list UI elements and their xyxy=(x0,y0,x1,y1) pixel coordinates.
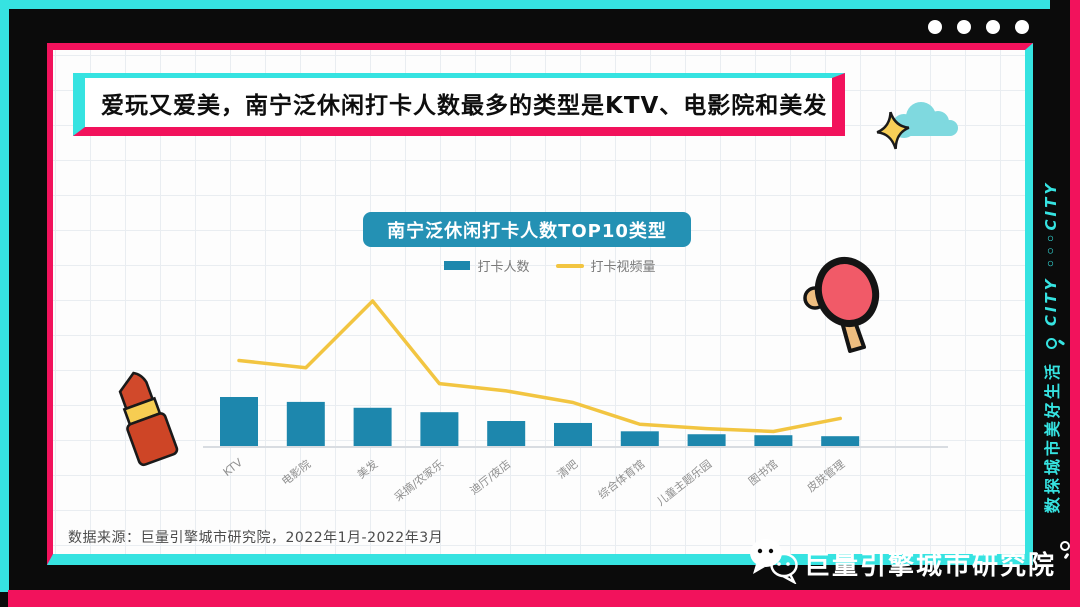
line-swatch-icon xyxy=(555,263,584,268)
magnifier-icon xyxy=(1060,541,1071,551)
chart-title-badge: 南宁泛休闲打卡人数TOP10类型 xyxy=(363,212,691,247)
page-title: 爱玩又爱美，南宁泛休闲打卡人数最多的类型是KTV、电影院和美发 xyxy=(101,92,828,119)
logo-text: 巨量引擎城市研究院 xyxy=(804,551,1057,581)
brand-logo: 巨量引擎城市研究院 xyxy=(746,536,1071,584)
strip-text-cn: 数探城市美好生活 xyxy=(1043,361,1062,514)
chart-bar xyxy=(286,401,325,446)
chart-legend: 打卡人数 打卡视频量 xyxy=(390,256,710,275)
magnifier-icon xyxy=(1045,338,1057,350)
window-dots xyxy=(928,20,1029,34)
chart-bar xyxy=(754,435,793,446)
chart-line xyxy=(237,299,842,434)
chart-bar xyxy=(620,431,659,446)
window-dot xyxy=(957,20,971,34)
lipstick-icon xyxy=(118,371,179,467)
frame-stripe-bottom xyxy=(8,590,1080,607)
chart-bar xyxy=(487,421,526,446)
legend-label: 打卡视频量 xyxy=(590,260,656,275)
chart-bar xyxy=(687,434,726,446)
frame-stripe-right xyxy=(1070,0,1080,607)
legend-item-bar: 打卡人数 xyxy=(444,256,530,275)
chart-bar xyxy=(821,436,860,446)
cloud-icon xyxy=(892,102,958,138)
sparkle-icon xyxy=(876,111,910,150)
strip-text-en: CITY ◦◦◦CITY xyxy=(1042,180,1060,327)
chart-title: 南宁泛休闲打卡人数TOP10类型 xyxy=(387,220,667,242)
ping-pong-paddle-icon xyxy=(803,257,880,353)
window-dot xyxy=(1015,20,1029,34)
window-dot xyxy=(928,20,942,34)
frame-stripe-left xyxy=(0,0,9,592)
legend-label: 打卡人数 xyxy=(477,260,530,275)
vertical-strip: 数探城市美好生活 CITY ◦◦◦CITY xyxy=(1032,137,1070,557)
data-source-note: 数据来源：巨量引擎城市研究院，2022年1月-2022年3月 xyxy=(68,530,444,546)
window-dot xyxy=(986,20,1000,34)
chart-bar xyxy=(353,407,392,446)
chart-bar xyxy=(420,412,459,446)
chat-bubbles-icon xyxy=(750,539,798,584)
chart-bar xyxy=(220,397,258,446)
frame-stripe-top xyxy=(0,0,1050,9)
legend-item-line: 打卡视频量 xyxy=(555,256,656,275)
checkin-top10-chart xyxy=(203,299,948,448)
chart-bar xyxy=(554,422,592,446)
title-banner: 爱玩又爱美，南宁泛休闲打卡人数最多的类型是KTV、电影院和美发 xyxy=(73,73,845,136)
bar-swatch-icon xyxy=(444,261,471,270)
